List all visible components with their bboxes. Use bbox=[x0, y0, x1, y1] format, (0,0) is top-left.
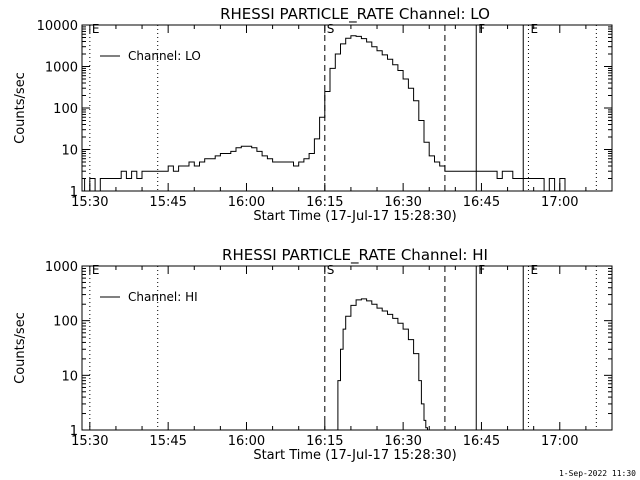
chart-title: RHESSI PARTICLE_RATE Channel: LO bbox=[220, 5, 490, 24]
footer-timestamp: 1-Sep-2022 11:30 bbox=[558, 469, 636, 478]
y-tick-label: 10 bbox=[61, 144, 78, 159]
legend-entry: Channel: LO bbox=[128, 49, 201, 63]
y-tick-label: 10 bbox=[61, 369, 78, 384]
y-tick-label: 1 bbox=[70, 424, 78, 439]
data-series-line bbox=[335, 298, 428, 431]
time-marker-label: E bbox=[530, 263, 538, 277]
x-tick-label: 16:45 bbox=[463, 434, 500, 449]
chart-title: RHESSI PARTICLE_RATE Channel: HI bbox=[222, 246, 488, 265]
time-marker-label: E bbox=[530, 22, 538, 36]
x-tick-label: 16:45 bbox=[463, 195, 500, 210]
x-tick-label: 15:30 bbox=[71, 434, 108, 449]
x-axis-label: Start Time (17-Jul-17 15:28:30) bbox=[253, 209, 456, 224]
time-marker-label: S bbox=[327, 22, 335, 36]
x-tick-label: 15:45 bbox=[149, 434, 186, 449]
y-axis-label: Counts/sec bbox=[13, 312, 28, 384]
x-tick-label: 17:00 bbox=[541, 195, 578, 210]
plot-frame bbox=[81, 265, 613, 431]
x-tick-label: 16:15 bbox=[306, 434, 343, 449]
x-tick-label: 16:00 bbox=[228, 195, 265, 210]
x-axis-label: Start Time (17-Jul-17 15:28:30) bbox=[253, 448, 456, 463]
time-marker-label: F bbox=[478, 22, 485, 36]
x-tick-label: 16:30 bbox=[384, 434, 421, 449]
time-marker-label: E bbox=[92, 263, 100, 277]
legend-entry: Channel: HI bbox=[128, 290, 198, 304]
time-marker-label: F bbox=[478, 263, 485, 277]
x-tick-label: 15:30 bbox=[71, 195, 108, 210]
y-tick-label: 1000 bbox=[45, 260, 78, 275]
y-axis-label: Counts/sec bbox=[13, 72, 28, 144]
time-marker-label: E bbox=[92, 22, 100, 36]
x-tick-label: 16:15 bbox=[306, 195, 343, 210]
y-tick-label: 1000 bbox=[45, 61, 78, 76]
y-tick-label: 100 bbox=[53, 315, 78, 330]
x-tick-label: 16:30 bbox=[384, 195, 421, 210]
y-tick-label: 10000 bbox=[37, 19, 78, 34]
y-tick-label: 100 bbox=[53, 102, 78, 117]
time-marker-label: S bbox=[327, 263, 335, 277]
chart-panel-0: RHESSI PARTICLE_RATE Channel: LO 15:30 15:… bbox=[13, 5, 613, 224]
chart-panel-1: RHESSI PARTICLE_RATE Channel: HI 15:30 15:… bbox=[13, 246, 613, 463]
x-tick-label: 15:45 bbox=[149, 195, 186, 210]
x-tick-label: 17:00 bbox=[541, 434, 578, 449]
data-series-line bbox=[82, 35, 566, 192]
x-tick-label: 16:00 bbox=[228, 434, 265, 449]
y-tick-label: 1 bbox=[70, 185, 78, 200]
